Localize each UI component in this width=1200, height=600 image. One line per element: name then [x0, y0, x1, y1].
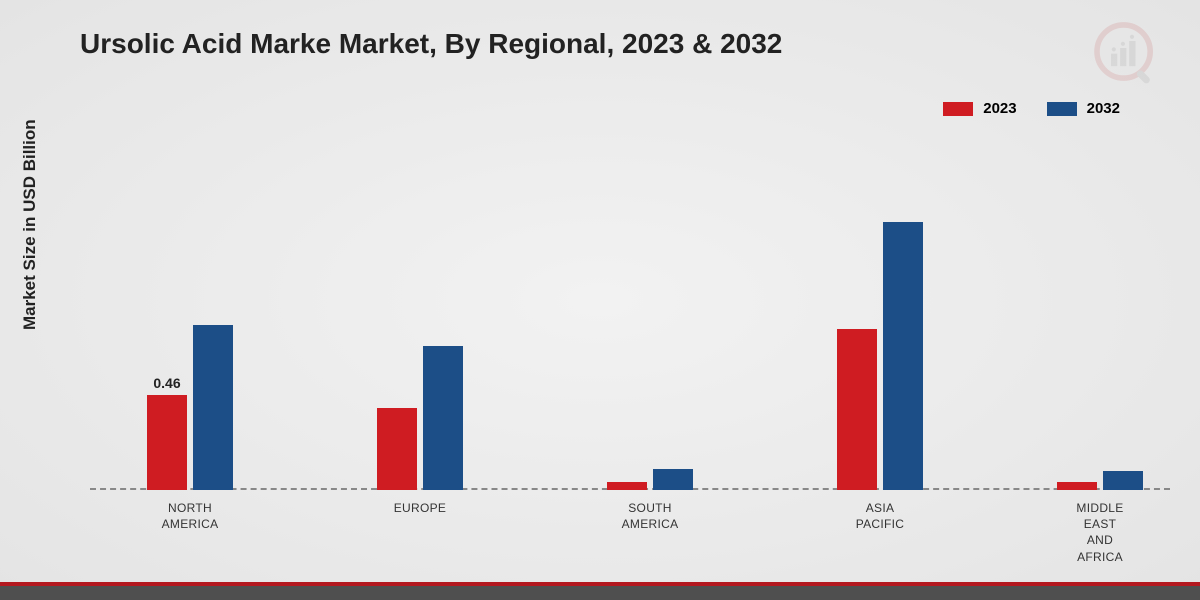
bar-2032 [423, 346, 463, 490]
footer-bar [0, 586, 1200, 600]
bar-value-label: 0.46 [142, 375, 192, 391]
bar-group: EUROPE [350, 160, 490, 490]
legend-label-2032: 2032 [1087, 100, 1120, 117]
bar-2032 [883, 222, 923, 490]
y-axis-label: Market Size in USD Billion [20, 119, 40, 330]
bar-2023 [377, 408, 417, 491]
bar-2023 [837, 329, 877, 490]
category-label: NORTHAMERICA [120, 500, 260, 532]
bar-group: 0.46NORTHAMERICA [120, 160, 260, 490]
legend-label-2023: 2023 [983, 100, 1016, 117]
legend-swatch-2032 [1047, 102, 1077, 116]
bar-2032 [193, 325, 233, 490]
bar-group: SOUTHAMERICA [580, 160, 720, 490]
brand-logo-watermark [1090, 20, 1160, 90]
category-label: ASIAPACIFIC [810, 500, 950, 532]
legend-swatch-2023 [943, 102, 973, 116]
bar-2032 [1103, 471, 1143, 490]
plot-area: 0.46NORTHAMERICA EUROPE SOUTHAMERICA ASIAPA… [90, 160, 1170, 490]
category-label: SOUTHAMERICA [580, 500, 720, 532]
bar-2032 [653, 469, 693, 490]
category-label: EUROPE [350, 500, 490, 516]
bar-2023 [1057, 482, 1097, 490]
legend-item-2023: 2023 [943, 100, 1016, 117]
bar-group: ASIAPACIFIC [810, 160, 950, 490]
category-label: MIDDLEEASTANDAFRICA [1030, 500, 1170, 565]
legend-item-2032: 2032 [1047, 100, 1120, 117]
chart-title: Ursolic Acid Marke Market, By Regional, … [80, 28, 782, 60]
bar-2023 [607, 482, 647, 490]
bar-2023 [147, 395, 187, 490]
legend: 2023 2032 [943, 100, 1120, 117]
bar-group: MIDDLEEASTANDAFRICA [1030, 160, 1170, 490]
